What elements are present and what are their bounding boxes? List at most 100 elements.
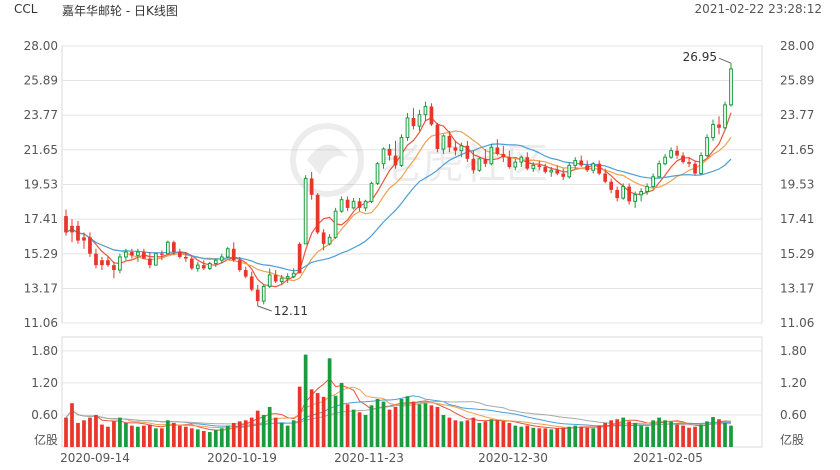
- volume-bar: [639, 425, 643, 447]
- candle-body: [231, 248, 236, 261]
- candle-body: [177, 252, 182, 257]
- volume-tick-left: 1.80: [31, 344, 58, 358]
- candle-body: [70, 225, 74, 233]
- price-tick-right: 21.65: [780, 143, 814, 157]
- volume-bar: [351, 409, 356, 447]
- ma20-line: [65, 143, 732, 272]
- candle-body: [88, 237, 92, 254]
- volume-bar: [687, 427, 691, 447]
- candle-body: [339, 199, 344, 212]
- volume-bar: [507, 422, 512, 447]
- low-annotation-line: [257, 305, 272, 312]
- candle-body: [387, 149, 392, 156]
- candle-body: [327, 236, 332, 245]
- volume-bar: [261, 414, 266, 447]
- volume-bar: [627, 421, 632, 447]
- price-tick-right: 11.06: [780, 316, 814, 330]
- volume-bar: [633, 422, 638, 447]
- volume-bar: [603, 422, 608, 447]
- volume-bar: [315, 393, 320, 447]
- volume-bar: [591, 428, 596, 447]
- volume-bar: [597, 425, 602, 447]
- candle-body: [705, 137, 709, 157]
- volume-bar: [471, 417, 476, 447]
- volume-bar: [411, 401, 416, 447]
- candle-body: [549, 169, 554, 173]
- volume-bar: [501, 421, 506, 447]
- volume-tick-left: 0.60: [31, 408, 58, 422]
- volume-bar: [459, 421, 464, 447]
- volume-bar: [159, 428, 164, 447]
- candle-body: [249, 276, 254, 290]
- candle-body: [411, 117, 416, 127]
- candle-body: [645, 186, 649, 193]
- candle-body: [477, 158, 482, 171]
- candle-body: [297, 243, 302, 274]
- candle-body: [417, 114, 422, 127]
- volume-ma-lines: [65, 377, 732, 431]
- volume-bar: [369, 405, 374, 447]
- candle-body: [195, 264, 200, 269]
- volume-bar: [273, 417, 278, 447]
- volume-bar: [148, 424, 152, 447]
- candle-body: [621, 186, 626, 199]
- price-tick-left: 21.65: [24, 143, 58, 157]
- volume-bar: [88, 417, 92, 447]
- candle-body: [171, 242, 176, 253]
- candle-body: [225, 248, 230, 258]
- volume-bar: [309, 389, 314, 447]
- volume-bar: [567, 426, 572, 447]
- volume-bar: [513, 425, 518, 447]
- candle-body: [183, 256, 188, 259]
- candle-body: [333, 210, 338, 238]
- price-tick-right: 17.41: [780, 212, 814, 226]
- candle-body: [489, 146, 494, 165]
- candle-body: [142, 252, 146, 259]
- volume-bars: [64, 354, 733, 447]
- volume-bar: [465, 420, 470, 447]
- high-annotation-label: 26.95: [683, 50, 717, 64]
- volume-bar: [375, 398, 380, 447]
- volume-bar: [525, 425, 530, 447]
- candle-body: [555, 170, 560, 174]
- volume-bar: [303, 354, 308, 447]
- volume-bar: [669, 421, 673, 447]
- candle-body: [159, 253, 164, 255]
- watermark-logo: [290, 123, 364, 197]
- candle-body: [345, 199, 350, 208]
- candle-body: [124, 251, 128, 258]
- candle-body: [369, 182, 374, 202]
- candle-body: [519, 156, 524, 163]
- candle-body: [94, 253, 98, 266]
- volume-bar: [219, 428, 224, 447]
- volume-bar: [106, 426, 110, 447]
- candle-body: [597, 163, 602, 174]
- candle-body: [609, 181, 614, 190]
- volume-bar: [489, 419, 494, 447]
- candle-body: [64, 216, 68, 233]
- volume-bar: [579, 426, 584, 447]
- watermark-logo-mark: [307, 144, 348, 175]
- volume-bar: [453, 420, 458, 447]
- volume-bar: [201, 430, 206, 447]
- candle-body: [573, 159, 578, 166]
- candle-body: [148, 258, 152, 266]
- volume-bar: [267, 406, 272, 447]
- volume-bar: [82, 420, 86, 447]
- candle-body: [537, 165, 542, 168]
- volume-bar: [189, 428, 194, 447]
- high-annotation-line: [718, 57, 732, 64]
- volume-bar: [165, 420, 170, 447]
- candle-body: [207, 262, 212, 269]
- candle-body: [429, 106, 434, 125]
- volume-bar: [243, 420, 248, 447]
- volume-bar: [405, 396, 410, 447]
- candle-body: [303, 177, 308, 245]
- timestamp: 2021-02-22 23:28:12: [694, 2, 822, 16]
- candle-body: [579, 160, 584, 166]
- candle-body: [357, 201, 362, 208]
- volume-bar: [327, 358, 332, 447]
- volume-unit-left: 亿股: [34, 432, 58, 447]
- candle-body: [459, 145, 464, 152]
